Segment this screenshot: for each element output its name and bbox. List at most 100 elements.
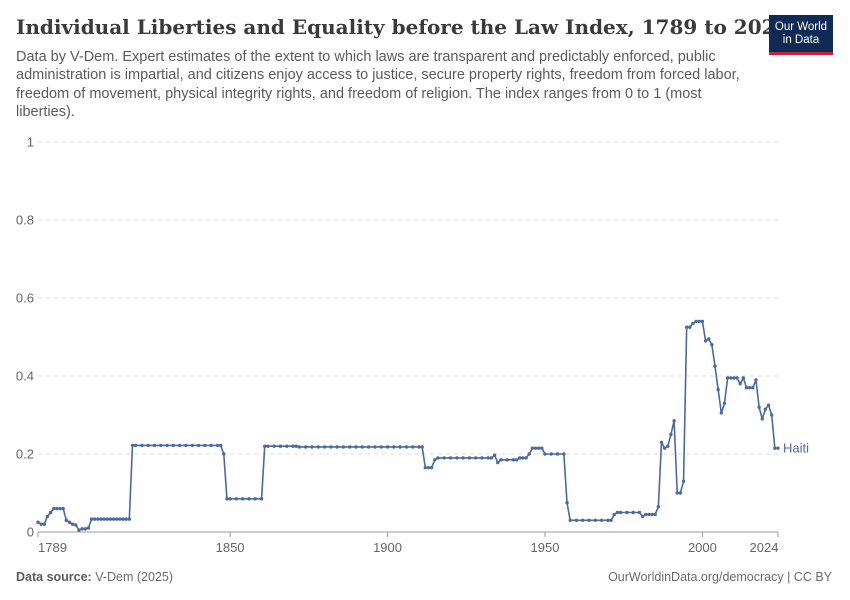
y-tick-label: 0.8 <box>16 213 34 228</box>
y-tick-label: 0.6 <box>16 291 34 306</box>
data-point <box>48 510 53 515</box>
data-point <box>675 491 679 495</box>
gridlines <box>38 141 778 455</box>
data-point <box>303 445 308 449</box>
data-point <box>278 444 283 448</box>
data-point <box>754 378 758 382</box>
data-point <box>36 520 40 524</box>
data-point <box>366 445 371 449</box>
data-point <box>140 443 144 448</box>
data-point <box>115 517 119 521</box>
data-point <box>725 376 730 380</box>
data-point <box>489 456 494 460</box>
data-point <box>379 445 383 449</box>
data-point <box>773 446 777 450</box>
data-point <box>70 522 75 526</box>
data-point <box>461 456 465 460</box>
data-point <box>240 497 245 501</box>
data-source-label: Data source: <box>16 570 92 584</box>
data-point <box>609 518 613 522</box>
data-point <box>568 518 572 522</box>
data-point <box>514 458 519 462</box>
data-point <box>703 339 708 343</box>
data-point <box>555 452 560 456</box>
data-point <box>587 518 591 522</box>
data-point <box>474 456 478 460</box>
data-point <box>565 501 569 505</box>
data-point <box>228 497 232 501</box>
data-point <box>533 446 538 450</box>
data-point <box>234 497 239 501</box>
data-point <box>297 445 302 449</box>
data-point <box>159 443 163 448</box>
y-tick-label: 0 <box>27 525 34 540</box>
data-point <box>322 445 327 449</box>
data-point <box>744 386 749 390</box>
data-point <box>209 443 213 448</box>
data-point <box>486 456 490 460</box>
owid-logo[interactable]: Our World in Data <box>769 15 833 55</box>
data-point <box>45 514 50 519</box>
data-point <box>294 444 298 448</box>
data-point <box>581 518 585 522</box>
data-point <box>719 411 724 415</box>
data-point <box>543 452 547 456</box>
data-point <box>423 465 428 470</box>
data-point <box>669 432 673 437</box>
data-point <box>360 445 365 449</box>
data-point <box>530 446 535 450</box>
data-point <box>455 456 459 460</box>
data-point <box>640 514 645 519</box>
data-source-value[interactable]: V-Dem (2025) <box>95 570 174 584</box>
data-point <box>653 512 657 517</box>
y-axis-ticks: 0 0.2 0.4 0.6 0.8 1 <box>16 135 34 540</box>
x-axis: 1789 1850 1900 1950 2000 2024 <box>37 531 779 555</box>
data-point <box>429 465 434 470</box>
data-point <box>760 417 764 421</box>
data-point <box>165 443 169 448</box>
data-point <box>631 510 635 515</box>
data-point <box>61 506 65 511</box>
data-point <box>310 445 314 449</box>
data-point <box>574 518 579 522</box>
data-point <box>593 518 598 522</box>
data-point <box>55 506 59 511</box>
data-point <box>348 445 352 449</box>
logo-line-1: Our World <box>774 20 828 33</box>
data-point <box>747 386 752 390</box>
series-line-haiti[interactable] <box>37 320 778 531</box>
data-point <box>42 522 46 526</box>
data-point <box>656 504 661 509</box>
data-point <box>678 491 683 495</box>
data-point <box>404 445 409 449</box>
series-label-haiti[interactable]: Haiti <box>783 441 809 456</box>
data-point <box>496 460 500 465</box>
data-point <box>83 527 87 531</box>
data-point <box>111 517 116 521</box>
data-point <box>105 517 109 521</box>
chart-subtitle: Data by V-Dem. Expert estimates of the e… <box>16 49 740 121</box>
data-point <box>130 443 135 448</box>
data-point <box>650 512 654 517</box>
data-point <box>735 376 739 380</box>
data-point <box>335 445 339 449</box>
data-point <box>732 376 736 380</box>
data-point <box>392 445 396 449</box>
data-point <box>426 465 431 470</box>
data-point <box>64 518 69 522</box>
data-point <box>499 458 503 462</box>
x-tick-label: 1900 <box>373 540 402 555</box>
data-point <box>644 512 648 517</box>
data-point <box>266 444 270 448</box>
data-point <box>420 445 424 449</box>
data-point <box>612 512 616 517</box>
data-point <box>67 520 72 524</box>
data-point <box>666 444 670 448</box>
data-point <box>222 452 226 456</box>
data-point <box>713 364 717 368</box>
data-point <box>127 517 132 521</box>
data-point <box>625 510 629 515</box>
footer-link[interactable]: OurWorldinData.org/democracy | CC BY <box>608 570 832 584</box>
data-point <box>763 407 768 411</box>
